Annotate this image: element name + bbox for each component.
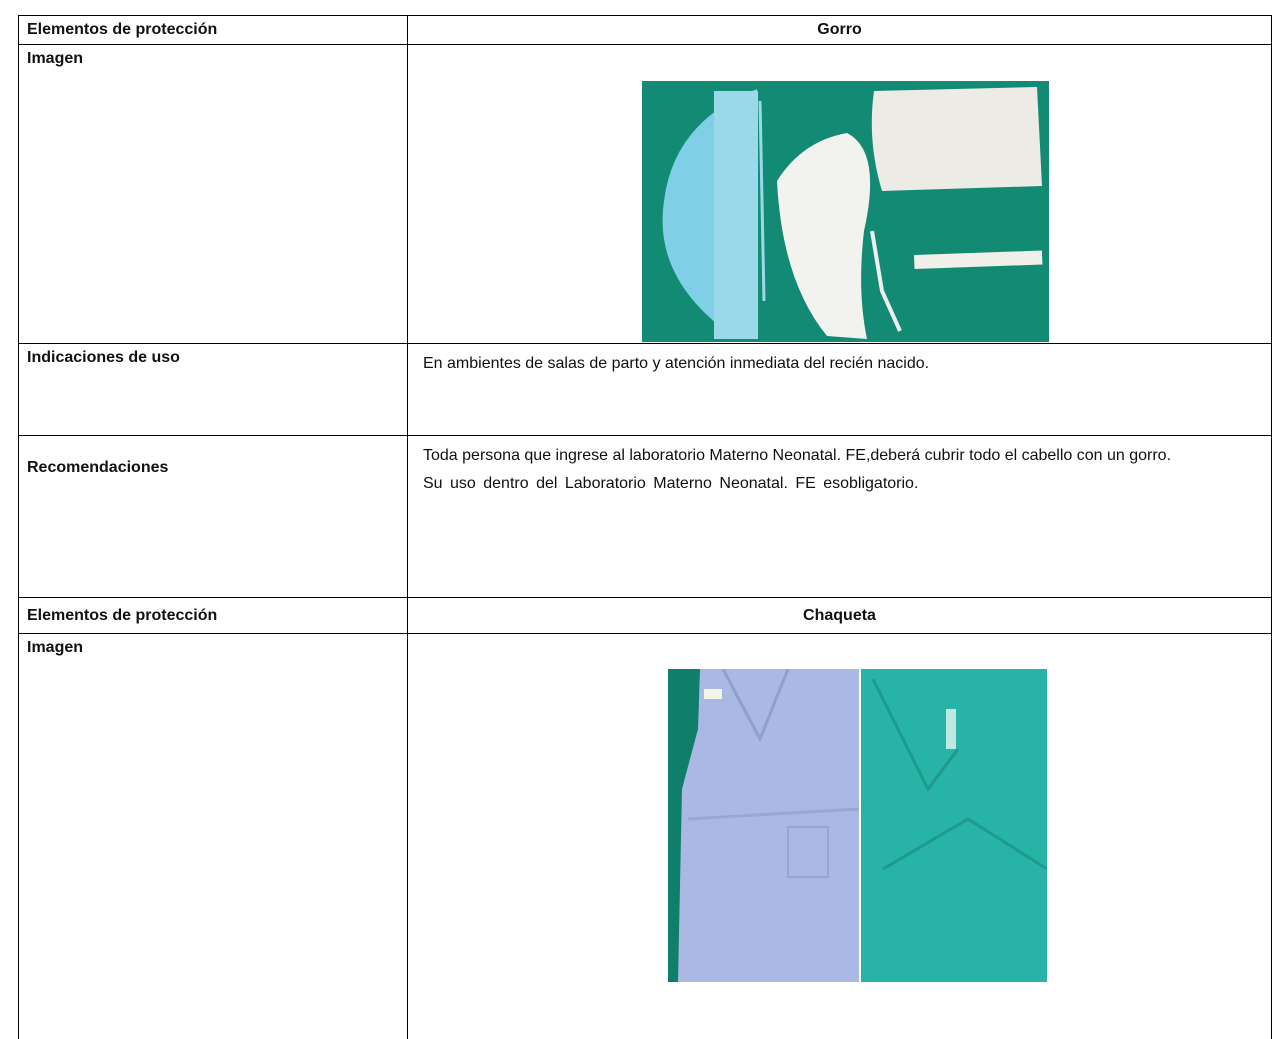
jacket-photo xyxy=(668,669,1047,982)
cap-photo xyxy=(642,81,1049,342)
label-cell: Elementos de protección xyxy=(18,15,408,45)
row: Elementos de protección Gorro xyxy=(18,15,1272,45)
label-cell: Indicaciones de uso xyxy=(18,343,408,436)
label: Imagen xyxy=(27,639,84,656)
label-cell: Recomendaciones xyxy=(18,435,408,598)
row: Recomendaciones Toda persona que ingrese… xyxy=(18,435,1272,598)
label: Recomendaciones xyxy=(27,459,169,476)
row: Imagen xyxy=(18,44,1272,344)
label: Indicaciones de uso xyxy=(27,349,180,366)
label-cell: Imagen xyxy=(18,633,408,1039)
label: Elementos de protección xyxy=(27,21,218,38)
text-cell: En ambientes de salas de parto y atenció… xyxy=(407,343,1272,436)
row: Imagen xyxy=(18,633,1272,1039)
item-name: Chaqueta xyxy=(803,607,876,624)
paragraph: En ambientes de salas de parto y atenció… xyxy=(423,355,930,372)
image-cell xyxy=(407,44,1272,344)
row: Elementos de protección Chaqueta xyxy=(18,597,1272,634)
label-cell: Elementos de protección xyxy=(18,597,408,634)
header-cell: Chaqueta xyxy=(407,597,1272,634)
header-cell: Gorro xyxy=(407,15,1272,45)
paragraph: Toda persona que ingrese al laboratorio … xyxy=(423,447,1172,464)
text-cell: Toda persona que ingrese al laboratorio … xyxy=(407,435,1272,598)
label: Elementos de protección xyxy=(27,607,218,624)
paragraph: Su uso dentro del Laboratorio Materno Ne… xyxy=(423,475,919,492)
label: Imagen xyxy=(27,50,84,67)
item-name: Gorro xyxy=(817,21,862,38)
label-cell: Imagen xyxy=(18,44,408,344)
protection-table: Elementos de protección Gorro Imagen Ind… xyxy=(18,15,1272,1039)
row: Indicaciones de uso En ambientes de sala… xyxy=(18,343,1272,436)
image-cell xyxy=(407,633,1272,1039)
